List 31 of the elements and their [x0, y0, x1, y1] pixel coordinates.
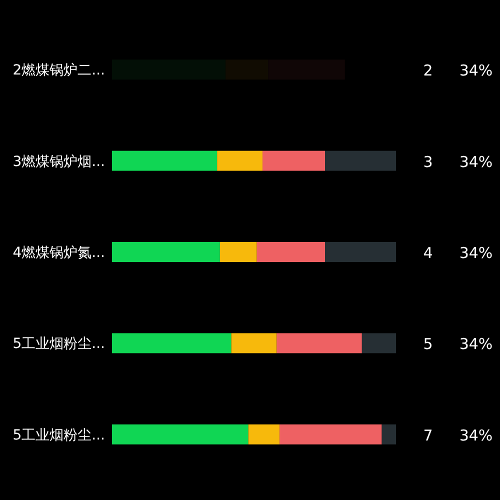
- bar: [262, 150, 325, 171]
- bar: [362, 333, 396, 354]
- text: 2: [423, 62, 433, 80]
- bar: [220, 242, 257, 262]
- text: 34%: [459, 244, 493, 262]
- y-tick-label: 2燃煤锅炉二...: [12, 62, 105, 79]
- text: 34%: [459, 335, 493, 354]
- text: 34%: [459, 426, 493, 444]
- bar: [112, 150, 218, 171]
- bar: [382, 424, 396, 444]
- text: 5: [423, 335, 433, 354]
- y-tick-label: 5工业烟粉尘...: [12, 336, 105, 352]
- y-tick-label: 4燃煤锅炉氮...: [12, 245, 105, 261]
- text: 7: [423, 426, 433, 444]
- bar: [280, 424, 382, 444]
- bar: [112, 242, 220, 262]
- bar: [217, 150, 263, 171]
- bar: [256, 242, 325, 262]
- bar: [231, 333, 277, 354]
- y-tick-label: 3燃煤锅炉烟...: [12, 154, 105, 170]
- y-tick-label: 5工业烟粉尘...: [12, 427, 105, 444]
- text: 34%: [459, 62, 493, 80]
- bar: [276, 333, 362, 354]
- text: 34%: [459, 152, 493, 171]
- bar: [112, 424, 248, 444]
- text: 4: [423, 244, 433, 262]
- bar: [325, 242, 396, 262]
- text: 3: [423, 152, 433, 171]
- bar: [112, 333, 232, 354]
- bar: [248, 424, 280, 444]
- bar: [325, 150, 396, 171]
